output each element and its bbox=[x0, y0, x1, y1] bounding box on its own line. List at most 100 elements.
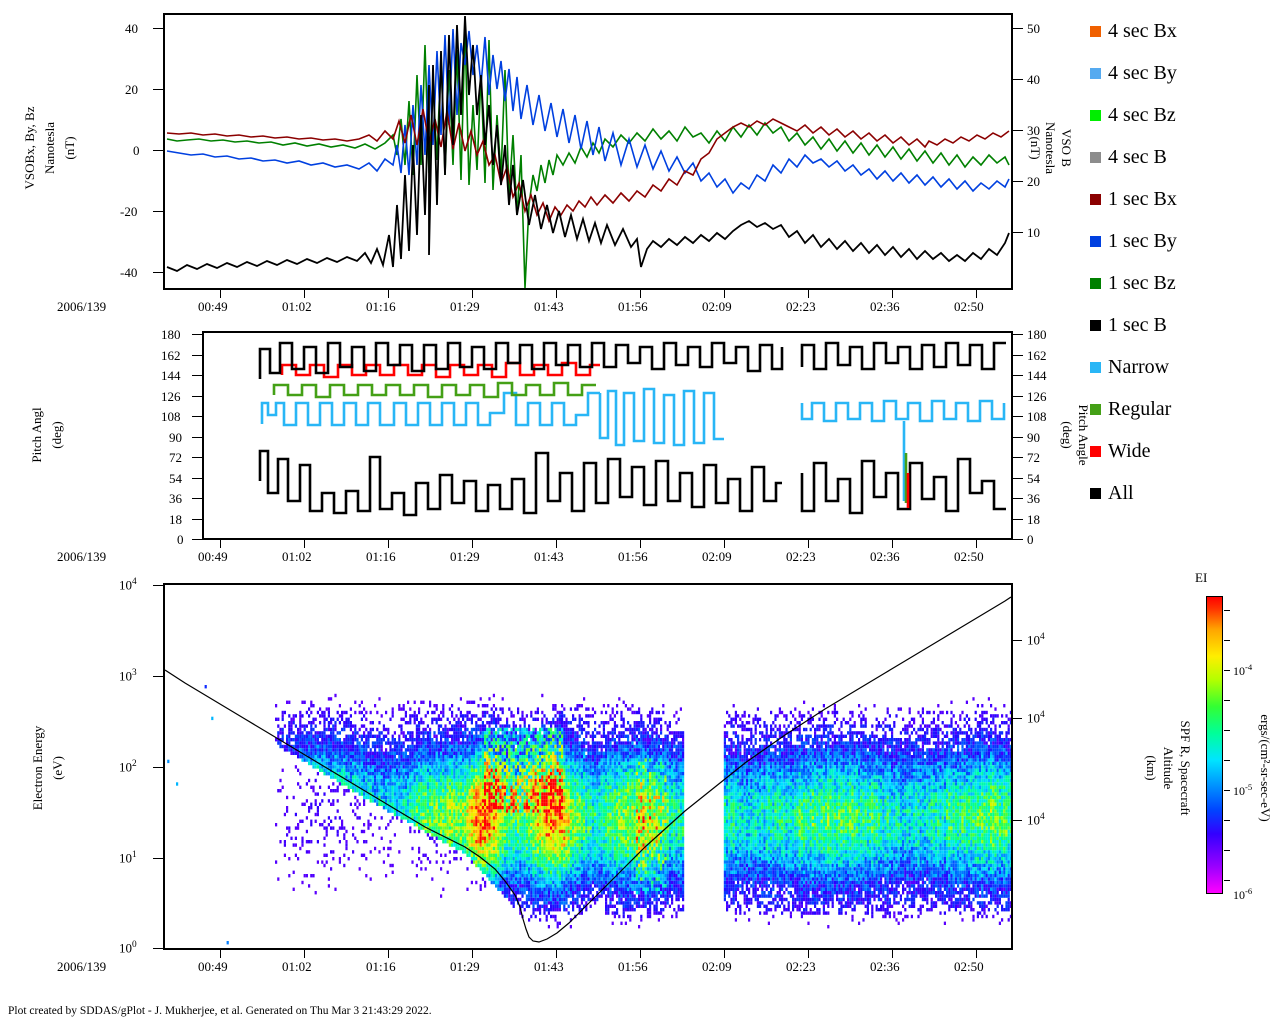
p1-time-6: 02:09 bbox=[702, 299, 732, 314]
legend-swatch-narrow bbox=[1090, 361, 1101, 373]
p2-time-5: 01:56 bbox=[618, 549, 648, 564]
p1-rtick-30: 30 bbox=[1027, 123, 1040, 138]
p1-rtick-10: 10 bbox=[1027, 225, 1040, 240]
p1-tick-20: 20 bbox=[125, 82, 138, 97]
p1-left-axis-title: VSOBx, By, Bz bbox=[22, 106, 37, 190]
p1-rtick-40: 40 bbox=[1027, 72, 1040, 87]
p3-time-3: 01:29 bbox=[450, 959, 480, 974]
p3-time-7: 02:23 bbox=[786, 959, 816, 974]
p1-date-label: 2006/139 bbox=[57, 299, 107, 314]
p3-tick-1e1: 101 bbox=[119, 850, 137, 866]
legend-item-1sec-bx[interactable]: 1 sec Bx bbox=[1090, 178, 1280, 220]
legend-swatch-4sec-bx bbox=[1090, 25, 1101, 37]
p2-rtick-126: 126 bbox=[1027, 389, 1047, 404]
p2-time-4: 01:43 bbox=[534, 549, 564, 564]
panel-electron-spectrogram bbox=[163, 583, 1013, 950]
p3-time-5: 01:56 bbox=[618, 959, 648, 974]
legend-item-4sec-bz[interactable]: 4 sec Bz bbox=[1090, 94, 1280, 136]
p2-tick-0: 0 bbox=[177, 532, 184, 547]
legend: 4 sec Bx 4 sec By 4 sec Bz 4 sec B 1 sec… bbox=[1090, 10, 1280, 514]
p1-time-7: 02:23 bbox=[786, 299, 816, 314]
legend-label-1sec-bx: 1 sec Bx bbox=[1108, 188, 1177, 210]
p1-time-5: 01:56 bbox=[618, 299, 648, 314]
p1-left-axis-units: (nT) bbox=[62, 136, 77, 160]
p2-time-7: 02:23 bbox=[786, 549, 816, 564]
p3-time-1: 01:02 bbox=[282, 959, 312, 974]
p1-right-axis-title: VSO B bbox=[1059, 129, 1074, 167]
p2-tick-54: 54 bbox=[169, 471, 182, 486]
p1-left-axis-sub: Nanotesla bbox=[42, 122, 57, 174]
legend-label-1sec-bz: 1 sec Bz bbox=[1108, 272, 1176, 294]
plot-caption: Plot created by SDDAS/gPlot - J. Mukherj… bbox=[8, 1005, 432, 1017]
p3-right-axis-title: SPF R, Spacecraft bbox=[1178, 720, 1193, 816]
p3-time-4: 01:43 bbox=[534, 959, 564, 974]
p2-tick-72: 72 bbox=[169, 450, 182, 465]
p2-tick-144: 144 bbox=[161, 368, 181, 383]
legend-label-1sec-by: 1 sec By bbox=[1108, 230, 1177, 252]
colorbar-label-1e-5: 10-5 bbox=[1233, 782, 1253, 798]
p2-time-1: 01:02 bbox=[282, 549, 312, 564]
p1-time-4: 01:43 bbox=[534, 299, 564, 314]
p2-time-6: 02:09 bbox=[702, 549, 732, 564]
legend-swatch-4sec-bz bbox=[1090, 109, 1101, 121]
p2-rtick-36: 36 bbox=[1027, 491, 1040, 506]
legend-item-1sec-bz[interactable]: 1 sec Bz bbox=[1090, 262, 1280, 304]
legend-label-regular: Regular bbox=[1108, 398, 1172, 420]
p3-tick-1e3: 103 bbox=[119, 668, 137, 684]
legend-item-narrow[interactable]: Narrow bbox=[1090, 346, 1280, 388]
legend-item-4sec-b[interactable]: 4 sec B bbox=[1090, 136, 1280, 178]
p3-tick-1e0: 100 bbox=[119, 940, 137, 956]
legend-label-4sec-bx: 4 sec Bx bbox=[1108, 20, 1177, 42]
p2-rtick-144: 144 bbox=[1027, 368, 1047, 383]
legend-swatch-regular bbox=[1090, 403, 1101, 415]
colorbar-label-1e-4: 10-4 bbox=[1233, 662, 1253, 678]
p1-time-9: 02:50 bbox=[954, 299, 984, 314]
legend-swatch-wide bbox=[1090, 445, 1101, 457]
p3-left-axis-units: (eV) bbox=[50, 756, 65, 780]
colorbar-gradient bbox=[1206, 596, 1223, 894]
p1-rtick-20: 20 bbox=[1027, 174, 1040, 189]
legend-item-1sec-by[interactable]: 1 sec By bbox=[1090, 220, 1280, 262]
p2-rtick-108: 108 bbox=[1027, 409, 1047, 424]
pitch-angle-plot bbox=[258, 341, 1006, 517]
legend-label-narrow: Narrow bbox=[1108, 356, 1170, 378]
p1-right-axis-units: (nT) bbox=[1028, 136, 1043, 160]
p1-tick-40: 40 bbox=[125, 21, 138, 36]
p2-date-label: 2006/139 bbox=[57, 549, 107, 564]
p3-rtick-1: 104 bbox=[1027, 710, 1045, 726]
legend-swatch-4sec-b bbox=[1090, 151, 1101, 163]
p2-tick-162: 162 bbox=[161, 348, 181, 363]
p3-time-8: 02:36 bbox=[870, 959, 900, 974]
legend-swatch-4sec-by bbox=[1090, 67, 1101, 79]
legend-swatch-all bbox=[1090, 487, 1101, 499]
legend-label-wide: Wide bbox=[1108, 440, 1151, 462]
p2-tick-180: 180 bbox=[161, 327, 181, 342]
p3-rtick-0: 104 bbox=[1027, 632, 1045, 648]
colorbar-units: ergs/(cm²-sr-sec-eV) bbox=[1258, 714, 1273, 822]
legend-item-4sec-by[interactable]: 4 sec By bbox=[1090, 52, 1280, 94]
p3-right-axis-units: (km) bbox=[1144, 755, 1159, 781]
legend-item-1sec-b[interactable]: 1 sec B bbox=[1090, 304, 1280, 346]
p2-rtick-18: 18 bbox=[1027, 512, 1040, 527]
legend-item-wide[interactable]: Wide bbox=[1090, 430, 1280, 472]
legend-swatch-1sec-b bbox=[1090, 319, 1101, 331]
p2-rtick-72: 72 bbox=[1027, 450, 1040, 465]
legend-swatch-1sec-bx bbox=[1090, 193, 1101, 205]
p2-tick-108: 108 bbox=[161, 409, 181, 424]
legend-label-4sec-by: 4 sec By bbox=[1108, 62, 1177, 84]
p2-rtick-54: 54 bbox=[1027, 471, 1040, 486]
p1-tick-0: 0 bbox=[133, 143, 140, 158]
panel-pitch-angle bbox=[202, 331, 1013, 540]
p3-tick-1e2: 102 bbox=[119, 759, 137, 775]
p1-time-1: 01:02 bbox=[282, 299, 312, 314]
p3-tick-1e4: 104 bbox=[119, 577, 137, 593]
legend-item-all[interactable]: All bbox=[1090, 472, 1280, 514]
colorbar-label-1e-6: 10-6 bbox=[1233, 886, 1253, 902]
p2-rtick-162: 162 bbox=[1027, 348, 1047, 363]
p1-tick-m20: -20 bbox=[120, 204, 138, 219]
p1-time-8: 02:36 bbox=[870, 299, 900, 314]
legend-item-4sec-bx[interactable]: 4 sec Bx bbox=[1090, 10, 1280, 52]
p1-tick-m40: -40 bbox=[120, 265, 138, 280]
legend-item-regular[interactable]: Regular bbox=[1090, 388, 1280, 430]
p2-left-axis-title: Pitch Angl bbox=[29, 407, 44, 463]
